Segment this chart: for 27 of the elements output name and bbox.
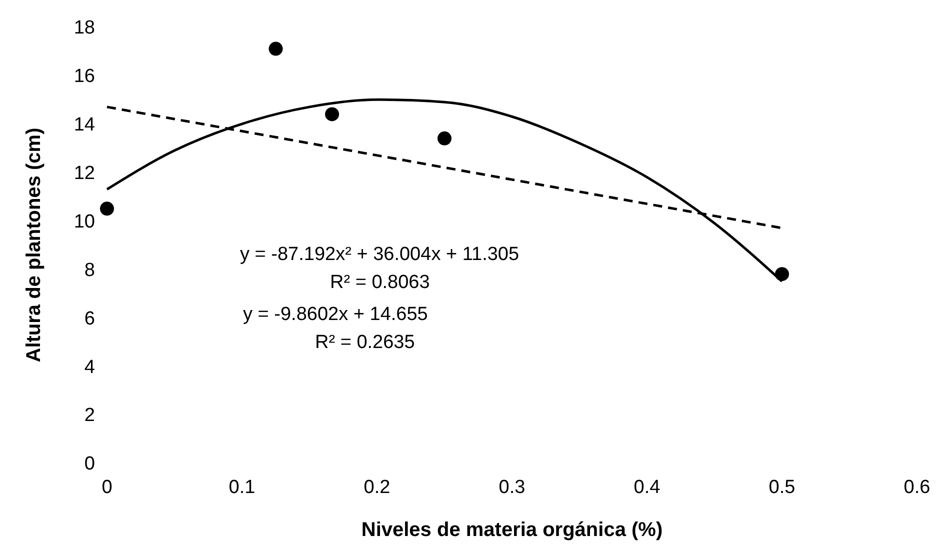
annotation: y = -9.8602x + 14.655 — [243, 304, 428, 325]
y-tick-label: 10 — [74, 211, 95, 232]
point — [438, 131, 452, 146]
x-tick-label: 0.5 — [768, 477, 796, 498]
y-tick-label: 8 — [84, 260, 95, 281]
point — [100, 202, 114, 216]
annotation: y = -87.192x² + 36.004x + 11.305 — [240, 244, 520, 265]
y-tick-label: 6 — [84, 308, 95, 330]
point — [268, 42, 283, 56]
annotation: R² = 0.2635 — [315, 332, 415, 353]
y-tick-label: 2 — [84, 405, 95, 426]
y-tick-label: 14 — [74, 114, 96, 136]
x-tick-label: 0.3 — [498, 477, 526, 498]
x-tick-label: 0.6 — [904, 477, 930, 498]
y-tick-label: 0 — [84, 454, 95, 475]
y-tick-label: 12 — [74, 162, 95, 184]
y-axis-title: Altura de plantones (cm) — [23, 128, 45, 362]
x-tick-label: 0 — [102, 477, 112, 498]
annotation: R² = 0.8063 — [330, 272, 430, 293]
y-tick-label: 16 — [74, 66, 95, 88]
x-tick-label: 0.4 — [634, 477, 661, 498]
y-tick-label: 4 — [84, 356, 96, 378]
y-tick-label: 18 — [74, 18, 95, 39]
x-tick-label: 0.1 — [228, 477, 256, 498]
point — [325, 107, 340, 122]
x-tick-label: 0.2 — [364, 477, 390, 498]
x-axis-title: Niveles de materia orgánica (%) — [361, 519, 663, 541]
